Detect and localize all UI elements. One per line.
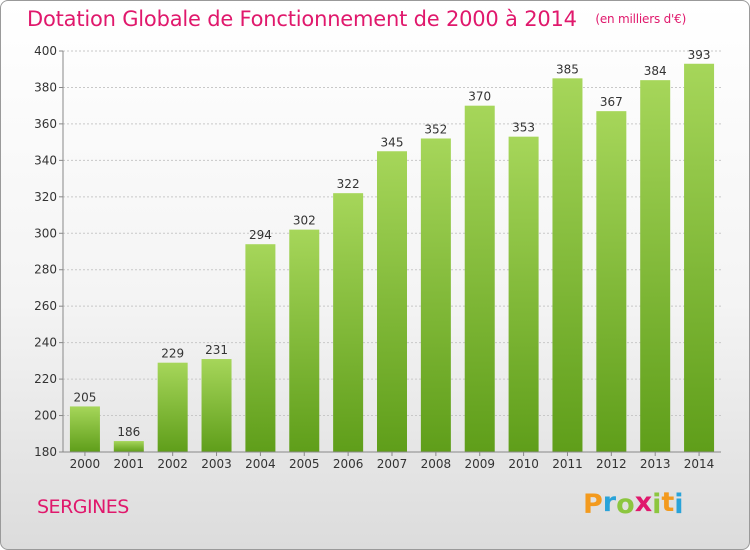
bar-2010 [508,136,539,452]
chart-subtitle: (en milliers d'€) [595,12,687,26]
y-tick-label: 300 [34,226,57,240]
logo-letter: i [652,489,662,520]
data-label-2005: 302 [293,214,316,228]
logo-letter: x [634,487,653,518]
bar-2000 [69,406,100,452]
y-tick-label: 400 [34,44,57,58]
logo-letter: o [616,489,635,520]
chart-title: Dotation Globale de Fonctionnement de 20… [27,7,686,31]
x-tick-label-2009: 2009 [464,457,495,471]
bar-2004 [245,244,276,452]
x-tick-label-2012: 2012 [596,457,627,471]
bar-2008 [420,138,451,452]
x-tick-label-2008: 2008 [421,457,452,471]
x-tick-label-2006: 2006 [333,457,364,471]
bar-2003 [201,359,232,452]
bar-2007 [377,151,407,452]
y-tick-label: 340 [34,153,57,167]
commune-name: SERGINES [37,496,129,518]
y-tick-label: 200 [34,409,57,423]
bars [69,63,715,453]
bar-2002 [157,362,188,452]
data-label-2003: 231 [205,343,228,357]
bar-2001 [113,441,144,452]
x-tick-label-2003: 2003 [201,457,232,471]
data-label-2013: 384 [644,64,667,78]
data-label-2000: 205 [73,390,96,404]
x-tick-label-2013: 2013 [640,457,671,471]
x-tick-label-2007: 2007 [377,457,408,471]
bar-2009 [464,105,495,452]
x-tick-label-2004: 2004 [245,457,276,471]
data-label-2006: 322 [337,177,360,191]
x-tick-label-2002: 2002 [157,457,188,471]
x-tick-label-2005: 2005 [289,457,320,471]
data-label-2009: 370 [468,90,491,104]
data-label-2004: 294 [249,228,272,242]
data-label-2014: 393 [688,48,711,62]
x-tick-label-2010: 2010 [508,457,539,471]
data-label-2007: 345 [381,135,404,149]
data-label-2010: 353 [512,121,535,135]
bar-2014 [684,63,715,452]
x-tick-label-2014: 2014 [684,457,715,471]
data-label-2012: 367 [600,95,623,109]
chart-title-text: Dotation Globale de Fonctionnement de 20… [27,7,577,31]
x-tick-label-2001: 2001 [114,457,145,471]
bar-2005 [289,229,320,452]
bar-2006 [333,193,364,452]
logo-letter: i [674,489,684,520]
y-tick-label: 220 [34,372,57,386]
data-label-2011: 385 [556,62,579,76]
y-tick-label: 360 [34,117,57,131]
logo-letter: t [661,487,675,518]
data-label-2002: 229 [161,347,184,361]
bar-2011 [552,78,583,452]
bar-2012 [596,111,627,453]
y-tick-label: 180 [34,445,57,459]
data-label-2008: 352 [424,122,447,136]
y-tick-label: 280 [34,263,57,277]
labels: 180 200 220 240 260 280 300 320 340 360 380 400 205 2… [34,44,714,471]
bar-2013 [640,80,671,452]
axes [59,50,721,456]
y-tick-label: 240 [34,336,57,350]
logo-letter: P [583,489,603,520]
y-tick-label: 260 [34,299,57,313]
data-label-2001: 186 [117,425,140,439]
y-tick-label: 320 [34,190,57,204]
x-tick-label-2011: 2011 [552,457,583,471]
proxiti-logo: Proxiti [583,487,684,520]
y-tick-label: 380 [34,80,57,94]
x-tick-label-2000: 2000 [70,457,101,471]
logo-letter: r [602,487,617,518]
